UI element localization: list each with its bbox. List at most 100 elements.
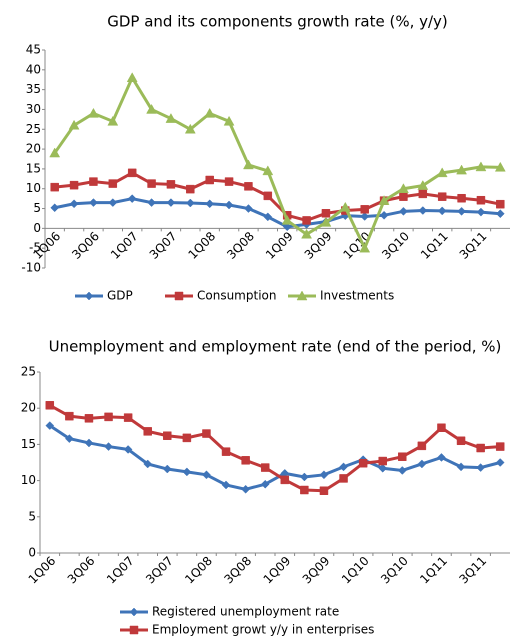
marker xyxy=(182,433,192,443)
marker xyxy=(244,204,253,213)
marker xyxy=(280,475,290,485)
marker xyxy=(437,453,446,462)
marker xyxy=(224,200,234,210)
legend-label: GDP xyxy=(107,289,133,303)
y-tick-label: 30 xyxy=(26,102,41,116)
marker xyxy=(89,177,98,186)
x-tick-label: 1Q08 xyxy=(182,554,215,587)
marker xyxy=(123,445,133,454)
marker xyxy=(241,456,250,465)
marker xyxy=(184,123,196,134)
marker xyxy=(378,195,390,205)
marker xyxy=(205,199,215,209)
x-tick-label: 3Q07 xyxy=(147,229,180,262)
marker xyxy=(494,161,506,172)
y-tick-label: -10 xyxy=(21,261,41,275)
x-tick-label: 3Q09 xyxy=(300,554,333,587)
marker xyxy=(319,470,329,480)
marker xyxy=(476,443,485,453)
marker xyxy=(260,479,270,489)
series-line xyxy=(54,197,501,229)
marker xyxy=(50,203,60,213)
marker xyxy=(398,452,407,461)
marker xyxy=(104,412,113,422)
marker xyxy=(475,161,487,172)
marker xyxy=(69,199,79,209)
marker xyxy=(398,183,409,193)
marker xyxy=(45,421,55,430)
marker xyxy=(166,198,176,207)
marker xyxy=(457,206,466,216)
x-tick-label: 1Q10 xyxy=(339,554,372,587)
marker xyxy=(69,180,79,190)
marker xyxy=(320,216,332,227)
marker xyxy=(205,175,214,185)
marker xyxy=(143,427,152,436)
legend-label: Registered unemployment rate xyxy=(152,605,339,619)
marker xyxy=(360,212,370,221)
y-tick-label: 0 xyxy=(33,221,41,235)
x-tick-label: 3Q11 xyxy=(456,554,489,587)
marker xyxy=(476,195,486,205)
marker xyxy=(418,189,428,199)
marker xyxy=(182,467,192,477)
legend-marker xyxy=(129,625,139,635)
marker xyxy=(495,209,505,219)
y-tick-label: 10 xyxy=(26,181,41,195)
marker xyxy=(166,180,176,189)
marker xyxy=(456,462,466,472)
marker xyxy=(496,199,505,209)
marker xyxy=(437,192,447,201)
marker xyxy=(108,179,118,188)
marker xyxy=(243,159,254,170)
x-tick-label: 1Q07 xyxy=(104,554,137,587)
x-tick-label: 3Q11 xyxy=(457,229,490,262)
marker xyxy=(127,168,137,178)
marker xyxy=(457,193,466,203)
legend-label: Consumption xyxy=(197,289,276,303)
marker xyxy=(302,216,311,225)
marker xyxy=(65,411,74,421)
marker xyxy=(456,164,467,175)
marker xyxy=(359,242,371,253)
marker xyxy=(263,191,273,201)
marker xyxy=(378,463,388,473)
marker xyxy=(495,458,505,467)
marker xyxy=(84,414,94,423)
y-tick-label: 0 xyxy=(28,546,36,560)
marker xyxy=(50,182,59,192)
marker xyxy=(300,472,309,482)
legend-label: Investments xyxy=(320,289,394,303)
marker xyxy=(186,184,195,194)
marker xyxy=(319,486,329,495)
chart-title: GDP and its components growth rate (%, y… xyxy=(107,13,448,31)
marker xyxy=(143,459,153,469)
x-tick-label: 1Q09 xyxy=(263,229,296,262)
marker xyxy=(244,182,253,191)
y-tick-label: -5 xyxy=(29,241,41,255)
marker xyxy=(123,413,133,422)
marker xyxy=(84,438,94,448)
marker xyxy=(417,180,429,190)
chart-title: Unemployment and employment rate (end of… xyxy=(49,338,502,356)
marker xyxy=(436,167,448,178)
marker xyxy=(358,458,368,468)
marker xyxy=(437,206,447,216)
marker xyxy=(107,115,119,126)
marker xyxy=(49,147,61,158)
marker xyxy=(127,194,137,203)
marker xyxy=(397,466,407,475)
marker xyxy=(417,441,427,451)
y-tick-label: 25 xyxy=(26,122,41,136)
marker xyxy=(165,113,177,123)
marker xyxy=(126,72,138,82)
legend-marker xyxy=(129,607,139,617)
marker xyxy=(108,198,118,207)
marker xyxy=(495,442,505,451)
marker xyxy=(204,107,216,118)
y-tick-label: 15 xyxy=(21,437,36,451)
y-tick-label: 20 xyxy=(26,142,41,156)
x-tick-label: 3Q08 xyxy=(221,554,254,587)
marker xyxy=(476,207,486,217)
